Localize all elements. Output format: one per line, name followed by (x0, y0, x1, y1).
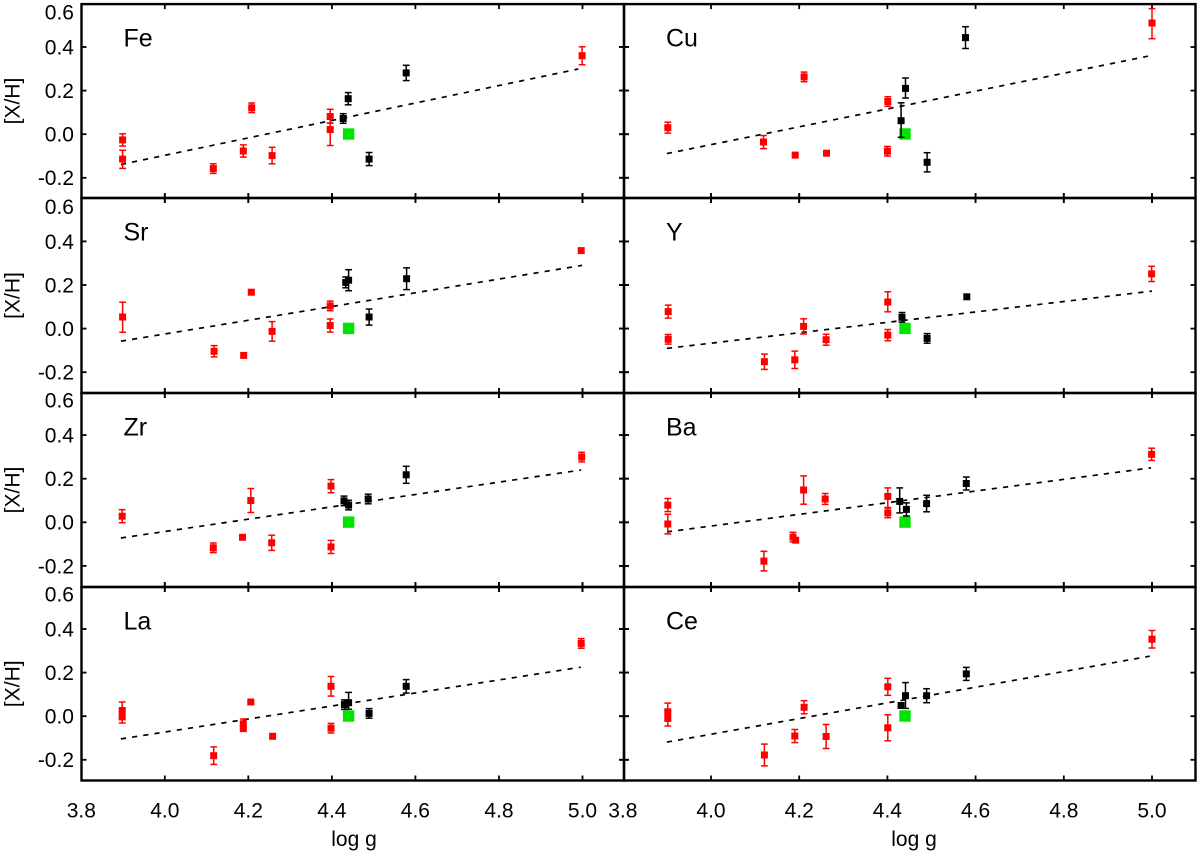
svg-text:0.4: 0.4 (45, 36, 75, 59)
svg-text:4.4: 4.4 (873, 799, 903, 822)
svg-text:5.0: 5.0 (568, 799, 597, 822)
svg-text:4.6: 4.6 (401, 799, 430, 822)
svg-text:Fe: Fe (124, 25, 153, 53)
svg-text:0.4: 0.4 (45, 425, 75, 448)
svg-text:3.8: 3.8 (67, 799, 96, 822)
svg-text:4.0: 4.0 (696, 799, 725, 822)
svg-text:Sr: Sr (124, 219, 149, 247)
svg-text:0.2: 0.2 (45, 80, 74, 103)
svg-text:0.6: 0.6 (45, 584, 74, 607)
svg-text:4.2: 4.2 (785, 799, 814, 822)
svg-text:0.4: 0.4 (45, 231, 75, 254)
svg-text:4.4: 4.4 (317, 799, 347, 822)
svg-text:[X/H]: [X/H] (2, 660, 25, 707)
svg-text:4.0: 4.0 (150, 799, 179, 822)
svg-text:0.2: 0.2 (45, 274, 74, 297)
svg-text:0.2: 0.2 (45, 468, 74, 491)
svg-text:Y: Y (666, 219, 683, 247)
svg-text:0.6: 0.6 (45, 196, 74, 219)
svg-text:-0.2: -0.2 (38, 555, 74, 578)
svg-text:0.0: 0.0 (45, 124, 74, 147)
svg-text:-0.2: -0.2 (38, 167, 74, 190)
svg-text:0.2: 0.2 (45, 662, 74, 685)
svg-text:3.8: 3.8 (608, 799, 637, 822)
svg-text:Ba: Ba (666, 414, 697, 442)
svg-text:0.0: 0.0 (45, 706, 74, 729)
svg-text:0.6: 0.6 (45, 2, 74, 25)
svg-text:-0.2: -0.2 (38, 749, 74, 772)
svg-text:4.6: 4.6 (961, 799, 990, 822)
svg-text:log g: log g (891, 828, 937, 851)
svg-text:Zr: Zr (124, 414, 148, 442)
svg-text:0.4: 0.4 (45, 618, 75, 641)
svg-text:4.8: 4.8 (1049, 799, 1078, 822)
svg-text:La: La (124, 608, 152, 636)
svg-text:-0.2: -0.2 (38, 362, 74, 385)
svg-text:0.0: 0.0 (45, 318, 74, 341)
svg-text:[X/H]: [X/H] (1, 78, 24, 125)
svg-text:0.0: 0.0 (45, 512, 74, 535)
svg-text:Ce: Ce (666, 608, 698, 636)
svg-text:5.0: 5.0 (1137, 799, 1166, 822)
svg-text:[X/H]: [X/H] (2, 272, 25, 319)
svg-text:[X/H]: [X/H] (2, 467, 25, 514)
svg-text:4.2: 4.2 (234, 799, 263, 822)
svg-text:4.8: 4.8 (484, 799, 513, 822)
svg-text:log g: log g (331, 828, 377, 851)
svg-text:Cu: Cu (666, 25, 698, 53)
svg-text:0.6: 0.6 (45, 390, 74, 413)
